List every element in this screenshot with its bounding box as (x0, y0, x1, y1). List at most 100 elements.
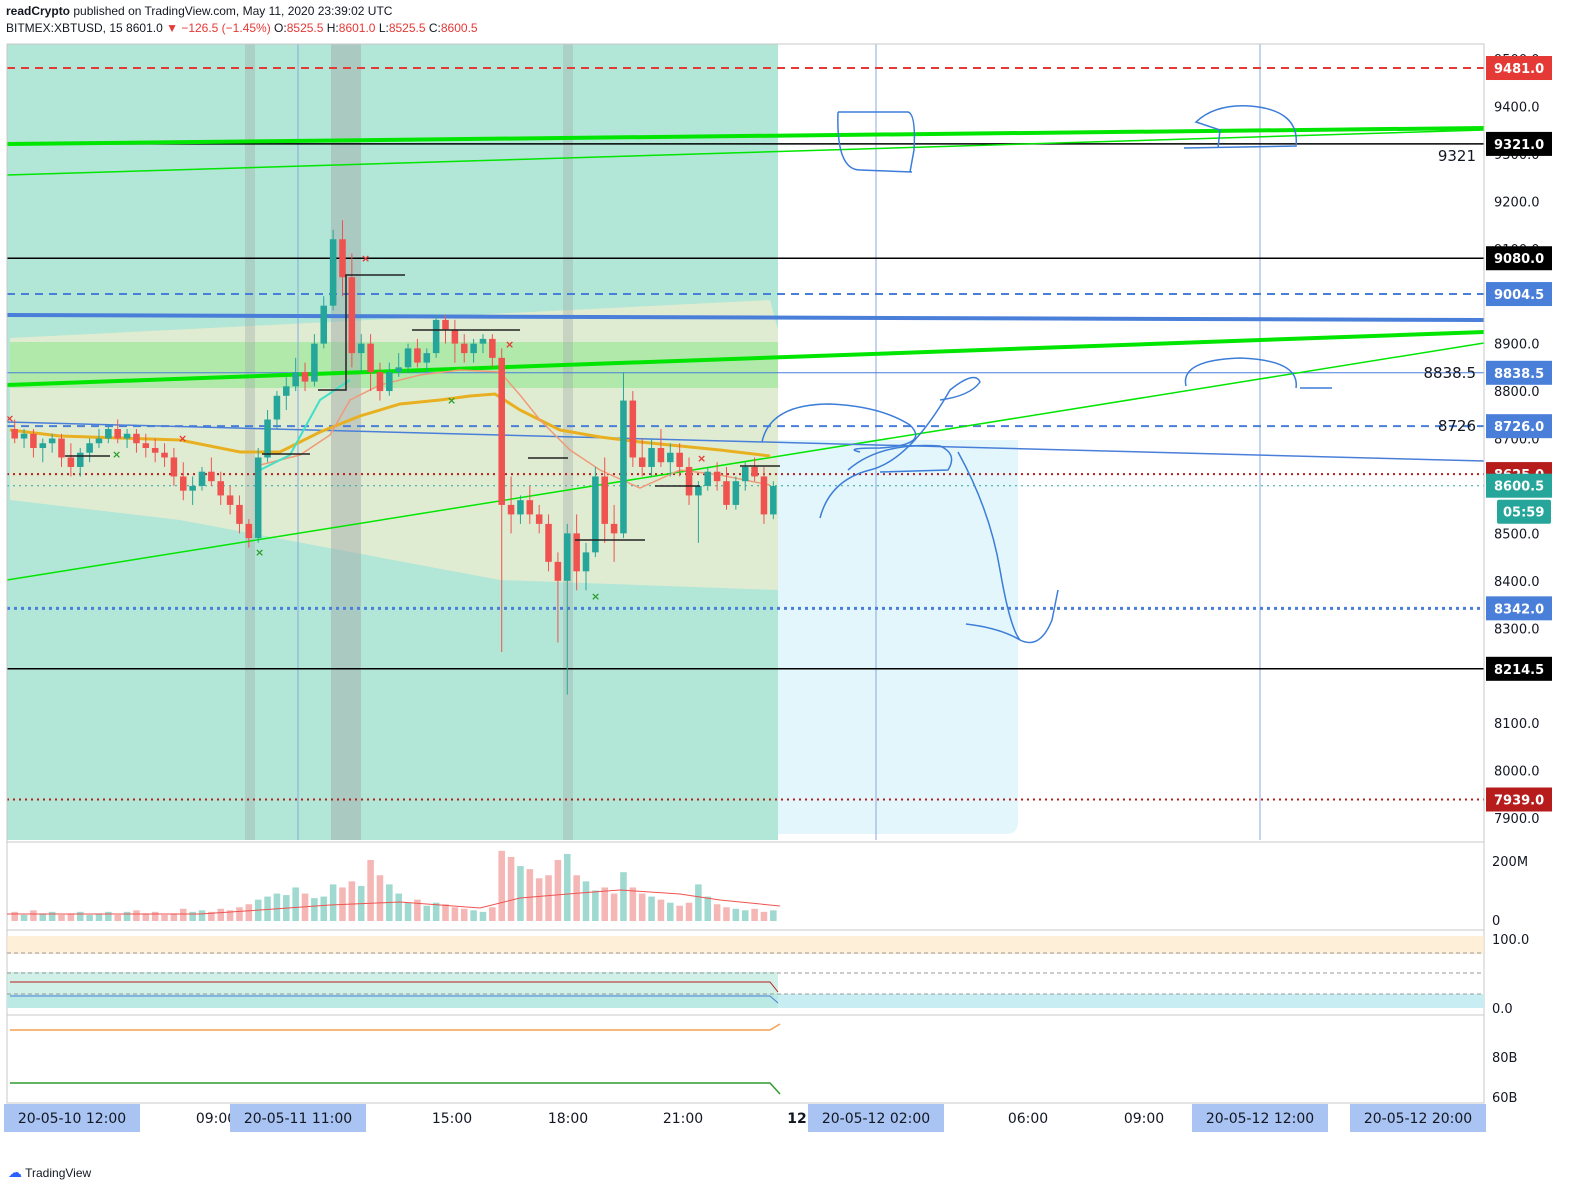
volume-bar (217, 908, 225, 921)
candle-body (226, 495, 234, 505)
time-label: 09:00 (1124, 1111, 1164, 1127)
candle-body (58, 438, 65, 458)
volume-bar (273, 893, 281, 921)
drawing-arrow-down[interactable] (957, 451, 1059, 644)
symbol-name[interactable]: BITMEX:XBTUSD, 15 (6, 21, 123, 35)
candle-body (386, 372, 393, 392)
blue-trendline[interactable] (6, 313, 1485, 322)
volume-bar (667, 902, 674, 921)
price-label-box (1486, 787, 1552, 812)
candle-body (95, 438, 103, 444)
candle-body (517, 500, 524, 515)
time-label-box (808, 1104, 944, 1132)
price-tick-label: 7900.0 (1494, 812, 1540, 827)
volume-bar (695, 884, 702, 921)
volume-bar (348, 881, 356, 921)
candle-body (751, 466, 758, 477)
time-label: 06:00 (1008, 1111, 1048, 1127)
drawing-squiggle[interactable] (1183, 105, 1297, 149)
price-label: 8600.5 (1494, 480, 1544, 495)
volume-bar (11, 911, 18, 921)
green-trendline-lower[interactable] (6, 342, 1485, 581)
candle-body (151, 447, 159, 453)
price-label-box (1486, 656, 1552, 681)
volume-bar (489, 907, 496, 921)
drawing-loop[interactable] (761, 403, 917, 453)
volume-bar (648, 896, 655, 921)
candle-body (470, 343, 477, 354)
time-axis[interactable]: 20-05-10 12:00 09:00 20-05-11 11:00 15:00 18… (4, 1104, 1486, 1132)
volume-bar (704, 896, 712, 921)
price-labels: 9481.09321.09080.09004.58838.58726.08625… (1486, 56, 1552, 812)
high-value: 8601.0 (338, 21, 376, 35)
volume-bar (133, 910, 140, 921)
volume-bar (48, 911, 56, 921)
price-tick-label: 8100.0 (1494, 717, 1540, 732)
blue-trendline-thin[interactable] (6, 421, 1485, 462)
green-trendline-upper[interactable] (6, 126, 1485, 146)
price-label: 9080.0 (1494, 252, 1544, 267)
volume-bar (329, 884, 337, 921)
candle-body (20, 433, 28, 439)
signal-buy: × (447, 394, 456, 407)
candle-body (339, 239, 346, 278)
volume-bar (292, 887, 299, 921)
bottom-axis-label: 80B (1492, 1051, 1517, 1066)
candle-body (451, 329, 459, 344)
price-label: 8838.5 (1494, 367, 1544, 382)
candle-body (348, 277, 356, 354)
candle-body (685, 466, 693, 496)
price-tick-label: 9200.0 (1494, 195, 1540, 210)
last-price: 8601.0 (126, 21, 163, 35)
open-label: O: (274, 21, 287, 35)
volume-bar (545, 875, 552, 921)
volume-bar (657, 899, 665, 921)
volume-bar (592, 890, 599, 921)
drawing-arc[interactable] (1184, 357, 1332, 389)
volume-bar (760, 911, 768, 921)
drawing-loop2[interactable] (847, 444, 953, 473)
candle-body (479, 338, 487, 344)
price-tick-label: 8300.0 (1494, 622, 1540, 637)
bottom-line-green (10, 1082, 781, 1095)
open-value: 8525.5 (286, 21, 324, 35)
candle-body (629, 400, 637, 458)
price-label-box (1486, 414, 1552, 439)
signal-sell: × (697, 452, 706, 465)
green-trendline-upper-thin[interactable] (6, 129, 1485, 176)
volume-bar (535, 878, 543, 921)
green-trendline-mid[interactable] (6, 330, 1485, 387)
candle-body (573, 533, 580, 572)
price-label-box (1486, 596, 1552, 621)
volume-bar (676, 905, 683, 921)
drawing-curve[interactable] (819, 376, 981, 519)
volume-bar (479, 911, 487, 921)
candle-body (161, 452, 168, 458)
volume-bar (414, 899, 421, 921)
candle-body (329, 239, 337, 306)
candle-body (283, 386, 290, 396)
volume-bar (151, 911, 159, 921)
author-name[interactable]: readCrypto (6, 4, 71, 18)
candle-body (582, 552, 590, 572)
time-label: 20-05-12 02:00 (822, 1111, 930, 1127)
volume-bar (573, 875, 580, 921)
candle-body (741, 466, 749, 482)
price-change: ▼ −126.5 (−1.45%) (166, 21, 271, 35)
session-column (331, 44, 361, 840)
oscillator-axis-label: 100.0 (1492, 933, 1529, 948)
candle-body (189, 485, 196, 491)
candle-body (86, 443, 93, 453)
oscillator-pane (7, 936, 1484, 1008)
footer-brand[interactable]: ☁ TradingView (8, 1164, 91, 1181)
candle-body (123, 433, 131, 439)
drawing-box[interactable] (837, 111, 916, 173)
volume-bar (58, 914, 65, 921)
sub-axes: 200M 0 100.0 0.0 80B 60B (1492, 855, 1529, 1106)
candle-body (667, 452, 674, 463)
price-axis[interactable]: 7900.08000.08100.08200.08300.08400.08500… (1494, 53, 1540, 827)
signal-markers: × × × × × × × × × (5, 252, 706, 603)
candle-body (723, 481, 730, 505)
volume-bar (629, 887, 637, 921)
